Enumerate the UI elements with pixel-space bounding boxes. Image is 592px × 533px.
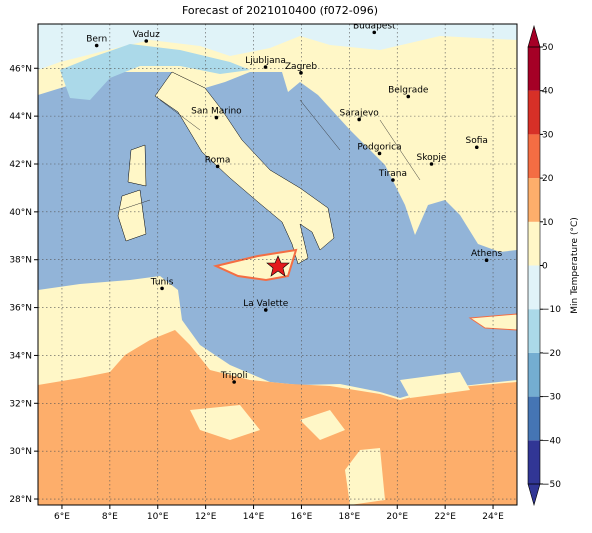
border	[119, 99, 421, 211]
city-marker	[232, 380, 236, 384]
city-marker	[372, 30, 377, 35]
city-marker	[263, 65, 268, 69]
colorbar-arrow-bottom	[527, 483, 541, 507]
colorbar-segment	[528, 221, 540, 266]
colorbar-label: Min Temperature (°C)	[570, 217, 580, 314]
italy	[154, 71, 335, 265]
city-label: San Marino	[191, 107, 242, 117]
city-label: Bern	[86, 35, 107, 45]
city-label: Skopje	[417, 153, 447, 163]
city-marker	[391, 178, 395, 182]
alps-cold	[60, 44, 250, 100]
x-tick-label: 6°E	[54, 512, 70, 522]
y-tick-label: 36°N	[9, 304, 32, 314]
city-marker	[377, 151, 382, 156]
x-tick-label: 20°E	[386, 512, 408, 522]
colorbar-tick-label: −40	[542, 436, 561, 446]
city-marker	[94, 43, 99, 48]
city-label: Roma	[205, 155, 231, 165]
colorbar-segment	[528, 47, 540, 91]
city-marker	[357, 117, 361, 122]
y-tick-label: 42°N	[9, 160, 32, 170]
colorbar-tick-label: −30	[542, 393, 561, 403]
colorbar-tick-label: 10	[542, 218, 554, 228]
colorbar-tick-label: 50	[542, 43, 554, 53]
y-tick-label: 38°N	[9, 256, 32, 266]
city-label: Tripoli	[220, 371, 248, 381]
event-star	[266, 255, 290, 277]
colorbar-tick-label: 0	[542, 262, 548, 272]
city-marker	[484, 258, 489, 262]
x-tick-label: 10°E	[147, 512, 169, 522]
y-tick-label: 46°N	[9, 64, 32, 74]
city-label: Tunis	[150, 277, 174, 287]
colorbar-segment	[528, 90, 540, 135]
islands	[117, 144, 147, 242]
city-marker	[299, 71, 303, 75]
x-tick-label: 12°E	[195, 512, 217, 522]
city-label: Budapest	[353, 21, 396, 31]
colorbar-segment	[528, 440, 540, 484]
city-label: Ljubljana	[245, 56, 286, 66]
city-marker	[429, 162, 434, 166]
city-label: Zagreb	[285, 62, 317, 72]
colorbar-tick-label: 20	[542, 174, 554, 184]
x-tick-label: 22°E	[434, 512, 456, 522]
y-tick-label: 40°N	[9, 208, 32, 218]
colorbar-arrow-top	[527, 24, 541, 48]
x-tick-label: 18°E	[339, 512, 361, 522]
city-label: Belgrade	[388, 86, 429, 96]
city-marker	[263, 308, 268, 312]
city-marker	[215, 164, 220, 169]
city-marker	[144, 39, 149, 43]
city-marker	[214, 115, 219, 120]
y-tick-label: 34°N	[9, 351, 32, 361]
y-tick-label: 44°N	[9, 112, 32, 122]
colorbar-segment	[528, 352, 540, 397]
cold-band	[38, 24, 517, 70]
y-tick-label: 30°N	[9, 447, 32, 457]
colorbar-segment	[528, 265, 540, 310]
colorbar-segment	[528, 134, 540, 179]
colorbar-tick-label: 30	[542, 130, 554, 140]
title: Forecast of 2021010400 (f072-096)	[182, 4, 378, 17]
city-label: Sarajevo	[340, 108, 380, 118]
colorbar-segment	[528, 396, 540, 441]
y-tick-label: 32°N	[9, 399, 32, 409]
colorbar-segment	[528, 178, 540, 222]
city-label: Tirana	[378, 169, 407, 179]
city-marker	[406, 94, 411, 99]
city-marker	[160, 286, 164, 291]
x-tick-label: 14°E	[243, 512, 265, 522]
crete	[468, 313, 517, 331]
colorbar-segment	[528, 309, 540, 353]
x-tick-label: 8°E	[102, 512, 118, 522]
colorbar-tick-label: −20	[542, 349, 561, 359]
colorbar-tick-label: −10	[542, 305, 561, 315]
x-tick-label: 24°E	[482, 512, 504, 522]
city-label: La Valette	[243, 299, 288, 309]
city-label: Sofia	[466, 136, 488, 146]
cool-patch	[190, 372, 470, 505]
city-marker	[474, 145, 479, 150]
map-frame	[37, 23, 518, 506]
colorbar-tick-label: −50	[542, 480, 561, 490]
city-label: Athens	[471, 249, 502, 259]
colorbar-tick-label: 40	[542, 87, 554, 97]
y-tick-label: 28°N	[9, 495, 32, 505]
x-tick-label: 16°E	[291, 512, 313, 522]
city-label: Vaduz	[133, 30, 160, 40]
city-label: Podgorica	[357, 142, 401, 152]
